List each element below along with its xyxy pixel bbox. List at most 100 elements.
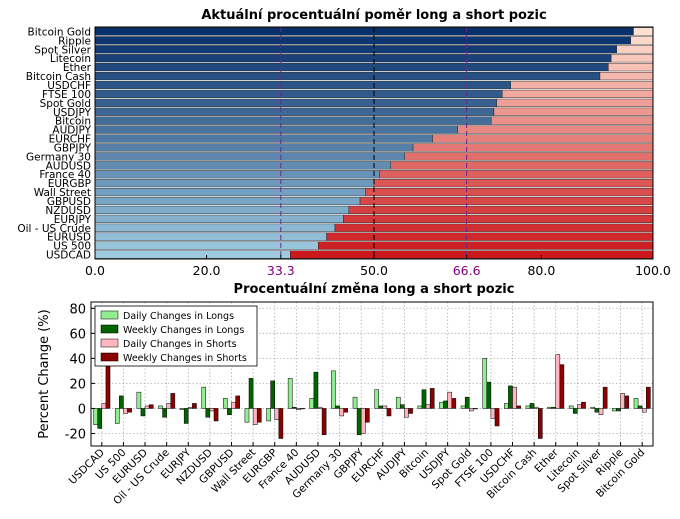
change-bar — [119, 395, 124, 409]
change-bar — [598, 408, 604, 415]
legend-swatch — [100, 352, 119, 362]
x-tick-label: 33.3 — [267, 263, 295, 278]
short-bar — [334, 223, 654, 232]
change-bar — [331, 370, 336, 409]
change-bar — [114, 408, 120, 424]
short-bar — [326, 232, 654, 241]
category-label: Bitcoin Gold — [28, 26, 92, 38]
short-bar — [633, 27, 654, 36]
change-bar — [201, 386, 207, 409]
change-bar — [594, 408, 600, 413]
change-bar — [365, 408, 370, 423]
short-bar — [599, 72, 654, 81]
change-bar — [343, 408, 349, 413]
change-bar — [508, 385, 513, 409]
category-label: GBPUSD — [47, 196, 91, 208]
change-bar — [547, 406, 552, 409]
change-bar — [227, 408, 232, 415]
short-bar — [365, 188, 654, 197]
long-bar — [94, 107, 495, 116]
legend-swatch — [100, 310, 119, 320]
change-bar — [421, 389, 427, 409]
change-bar — [646, 386, 651, 409]
category-label: Ripple — [58, 35, 91, 47]
change-bar — [417, 405, 423, 409]
change-bar — [231, 401, 236, 409]
long-bar — [94, 80, 511, 90]
long-bar — [94, 205, 350, 214]
change-bar — [287, 378, 293, 409]
short-bar — [432, 134, 654, 143]
y-tick-label: 20 — [69, 377, 86, 392]
short-bar — [496, 98, 654, 107]
y-tick-label: 0 — [78, 402, 86, 417]
change-bar — [192, 403, 197, 409]
short-bar — [502, 89, 654, 98]
change-bar — [460, 405, 466, 409]
long-bar — [94, 170, 380, 179]
change-bar — [516, 405, 521, 409]
change-bar — [188, 406, 193, 409]
change-bar — [451, 398, 457, 409]
short-bar — [290, 250, 654, 259]
change-bar — [572, 408, 578, 414]
change-bar — [252, 408, 258, 425]
long-bar — [94, 72, 601, 81]
change-bar — [244, 408, 250, 423]
change-bar — [278, 408, 284, 439]
change-bar — [270, 380, 275, 409]
short-bar — [343, 214, 654, 223]
long-bar — [94, 223, 336, 232]
category-label: US 500 — [53, 241, 91, 253]
change-bar — [537, 408, 543, 439]
category-label: AUDJPY — [52, 125, 91, 137]
long-short-ratio-chart: Aktuální procentuální poměr long a short… — [17, 8, 671, 278]
change-bar — [378, 405, 384, 409]
y-tick-label: -20 — [65, 427, 86, 442]
long-bar — [94, 241, 319, 250]
long-bar — [94, 63, 609, 72]
change-bar — [296, 408, 301, 410]
change-bar — [395, 396, 401, 409]
change-bar — [335, 405, 340, 409]
category-label: EURUSD — [47, 232, 91, 244]
change-bar — [374, 389, 379, 409]
change-bar — [321, 408, 327, 435]
change-bar — [486, 381, 492, 409]
short-bar — [510, 80, 654, 90]
change-bar — [439, 401, 444, 409]
change-bar — [581, 401, 586, 409]
category-label: Oil - US Crude — [17, 223, 91, 235]
change-bar — [183, 408, 189, 424]
category-label: Bitcoin — [55, 116, 91, 128]
category-label: AUDUSD — [46, 160, 91, 172]
x-tick-label: 100.0 — [635, 263, 671, 278]
change-bar — [637, 405, 643, 409]
category-label: Spot Gold — [40, 98, 91, 110]
change-bar — [179, 408, 185, 410]
category-label: Bitcoin Cash — [26, 71, 91, 83]
long-bar — [94, 134, 433, 143]
long-bar — [94, 54, 612, 63]
y-tick-label: 60 — [69, 327, 86, 342]
top-chart-title: Aktuální procentuální poměr long a short… — [201, 8, 546, 23]
change-bar — [144, 405, 150, 409]
legend-swatch — [100, 324, 119, 334]
change-bar — [123, 408, 128, 414]
legend-label: Daily Changes in Longs — [123, 311, 234, 322]
short-bar — [616, 45, 654, 54]
x-tick-label: 50.0 — [360, 263, 388, 278]
short-bar — [390, 161, 654, 170]
short-bar — [318, 241, 654, 250]
change-bar — [425, 404, 431, 409]
change-bar — [429, 388, 435, 409]
x-tick-label: 20.0 — [193, 263, 221, 278]
change-bar — [317, 406, 323, 409]
short-bar — [359, 196, 654, 206]
bottom-plot-frame — [90, 301, 654, 447]
percent-change-chart: Procentuální změna long a short pozic -20… — [37, 282, 654, 507]
change-bar — [101, 403, 107, 409]
category-label: Ether — [63, 62, 92, 74]
short-bar — [373, 179, 654, 188]
